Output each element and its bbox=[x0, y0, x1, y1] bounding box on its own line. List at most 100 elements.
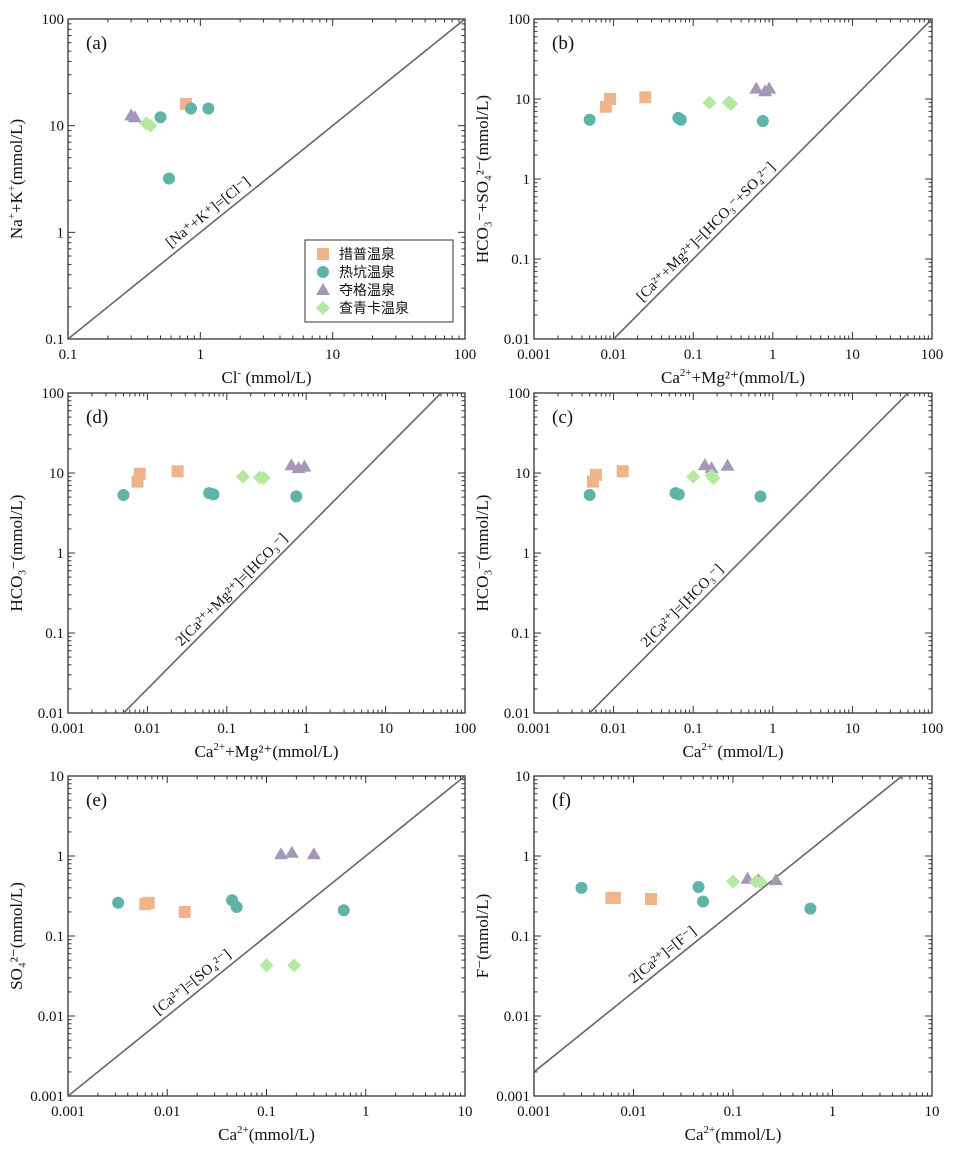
data-point bbox=[754, 490, 767, 503]
y-tick-label: 1 bbox=[57, 849, 65, 865]
data-point bbox=[230, 901, 243, 914]
panel-label: (f) bbox=[552, 790, 571, 811]
y-tick-label: 0.01 bbox=[38, 1009, 64, 1025]
legend-entry: 夺格温泉 bbox=[339, 282, 395, 299]
data-point bbox=[184, 102, 197, 115]
panel-label: (a) bbox=[86, 33, 107, 54]
data-point bbox=[692, 880, 705, 893]
legend-entry: 查青卡温泉 bbox=[339, 300, 409, 317]
data-point bbox=[756, 115, 769, 128]
y-tick-label: 1 bbox=[523, 172, 531, 188]
y-tick-label: 10 bbox=[49, 769, 64, 785]
data-point bbox=[575, 881, 588, 894]
reference-line-label: [Na⁺+K⁺]=[Cl⁻] bbox=[163, 174, 253, 251]
x-tick-label: 0.001 bbox=[517, 1104, 551, 1120]
y-axis-label: HCO₃⁻(mmol/L) bbox=[473, 495, 492, 612]
legend-marker bbox=[316, 301, 330, 315]
data-point bbox=[804, 902, 817, 915]
y-tick-label: 0.001 bbox=[30, 1089, 64, 1105]
data-point bbox=[704, 461, 719, 474]
y-tick-label: 0.01 bbox=[38, 706, 64, 722]
y-tick-label: 10 bbox=[515, 769, 530, 785]
x-tick-label: 0.1 bbox=[217, 721, 236, 737]
data-point bbox=[706, 471, 721, 486]
panel-label: (d) bbox=[86, 407, 108, 428]
y-tick-label: 100 bbox=[508, 12, 531, 28]
data-point bbox=[672, 488, 685, 501]
x-tick-label: 0.1 bbox=[684, 347, 703, 363]
data-point bbox=[142, 896, 155, 909]
y-tick-label: 0.01 bbox=[504, 1009, 530, 1025]
legend-marker bbox=[317, 248, 329, 260]
reference-line-label: 2[Ca²⁺]=[HCO₃⁻] bbox=[638, 562, 727, 651]
x-axis-label: Ca2++Mg²⁺(mmol/L) bbox=[195, 741, 339, 761]
y-axis-label: Na++K+(mmol/L) bbox=[6, 119, 26, 239]
y-tick-label: 0.01 bbox=[504, 706, 530, 722]
x-tick-label: 10 bbox=[845, 721, 860, 737]
x-tick-label: 100 bbox=[454, 721, 477, 737]
data-point bbox=[762, 81, 777, 94]
reference-line-label: [Ca²⁺+Mg²⁺]=[HCO₃⁻+SO₄²⁻] bbox=[634, 159, 779, 304]
x-axis-label: Cl- (mmol/L) bbox=[221, 367, 311, 387]
data-point bbox=[583, 113, 596, 126]
plot-frame bbox=[67, 18, 466, 340]
x-tick-label: 1 bbox=[769, 347, 777, 363]
data-point bbox=[112, 896, 125, 909]
data-point bbox=[603, 93, 616, 105]
reference-line bbox=[68, 776, 465, 1096]
x-tick-label: 10 bbox=[458, 1104, 473, 1120]
x-tick-label: 1 bbox=[829, 1104, 837, 1120]
y-tick-label: 1 bbox=[57, 546, 65, 562]
data-point bbox=[583, 489, 596, 502]
x-tick-label: 0.1 bbox=[59, 347, 78, 363]
data-point bbox=[259, 958, 274, 973]
data-point bbox=[726, 874, 740, 889]
data-point bbox=[171, 465, 184, 478]
y-tick-label: 0.1 bbox=[45, 332, 64, 348]
x-tick-label: 0.001 bbox=[51, 721, 85, 737]
data-point bbox=[154, 111, 167, 124]
legend-marker bbox=[316, 283, 330, 295]
y-tick-label: 0.1 bbox=[511, 929, 530, 945]
legend-entry: 热坑温泉 bbox=[339, 264, 395, 281]
panel-a: 0.1 1 10 100 0.1 1 10 100 Cl- (mmol/L) Na++K+(mmo… bbox=[6, 12, 476, 387]
reference-line bbox=[534, 776, 904, 1073]
x-tick-label: 0.01 bbox=[600, 347, 626, 363]
data-point bbox=[284, 458, 299, 471]
data-point bbox=[753, 875, 768, 890]
data-point bbox=[236, 469, 251, 484]
panel-label: (c) bbox=[552, 407, 573, 428]
x-axis-label: Ca2+ (mmol/L) bbox=[683, 741, 784, 761]
data-point bbox=[256, 470, 271, 485]
data-point bbox=[163, 172, 176, 185]
reference-line bbox=[68, 19, 465, 339]
y-tick-label: 0.01 bbox=[504, 332, 530, 348]
plot-frame bbox=[533, 392, 933, 714]
x-tick-label: 10 bbox=[378, 721, 393, 737]
y-tick-label: 100 bbox=[42, 386, 65, 402]
reference-line bbox=[612, 19, 932, 339]
data-point bbox=[297, 459, 312, 472]
data-point bbox=[589, 468, 602, 481]
y-tick-label: 1 bbox=[523, 546, 531, 562]
y-axis-label: F⁻(mmol/L) bbox=[473, 894, 492, 979]
x-tick-label: 0.01 bbox=[620, 1104, 646, 1120]
data-point bbox=[202, 102, 215, 115]
reference-line bbox=[122, 393, 443, 713]
y-tick-label: 10 bbox=[515, 92, 530, 108]
x-tick-label: 1 bbox=[362, 1104, 370, 1120]
data-point bbox=[702, 95, 717, 110]
y-tick-label: 1 bbox=[57, 225, 65, 241]
y-tick-label: 0.1 bbox=[45, 929, 64, 945]
data-point bbox=[274, 847, 289, 860]
y-tick-label: 0.001 bbox=[496, 1089, 530, 1105]
y-tick-label: 100 bbox=[508, 386, 531, 402]
data-point bbox=[768, 873, 783, 886]
y-tick-label: 10 bbox=[49, 466, 64, 482]
y-tick-label: 1 bbox=[523, 849, 531, 865]
x-tick-label: 100 bbox=[921, 721, 944, 737]
x-axis-label: Ca2++Mg²⁺(mmol/L) bbox=[661, 367, 805, 387]
legend-marker bbox=[317, 266, 329, 278]
data-point bbox=[697, 895, 710, 908]
data-point bbox=[616, 465, 629, 478]
